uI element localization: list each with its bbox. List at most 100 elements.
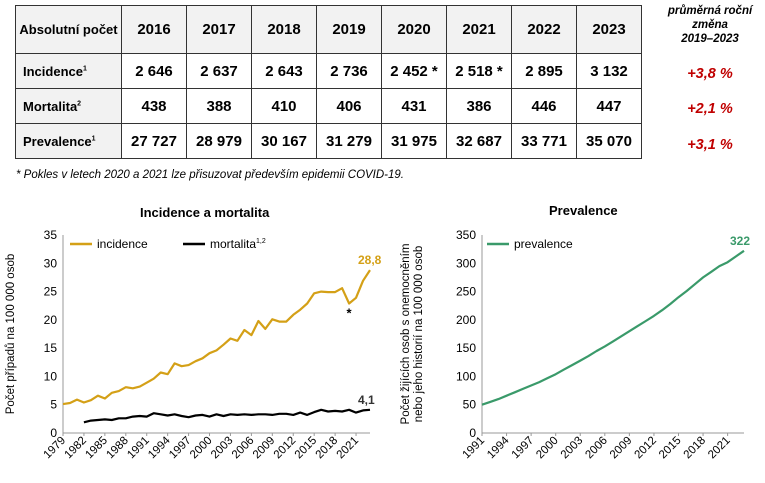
average-change-header-line: průměrná roční	[667, 5, 753, 17]
y-tick-label: 20	[44, 313, 58, 327]
table-cell: 446	[511, 88, 577, 124]
x-tick-label: 2006	[583, 435, 610, 462]
x-tick-label: 2012	[632, 435, 659, 462]
year-header: 2020	[381, 5, 447, 54]
year-header: 2022	[511, 5, 577, 54]
year-header: 2018	[251, 5, 317, 54]
y-tick-label: 35	[44, 228, 58, 242]
avg-change-prevalence: +3,1 %	[687, 137, 733, 153]
table-cell: 33 771	[511, 123, 577, 159]
row-label-text: Prevalence	[23, 133, 92, 149]
y-tick-label: 15	[44, 341, 58, 355]
avg-change-mortalita: +2,1 %	[687, 101, 733, 117]
y-tick-label: 10	[44, 369, 58, 383]
table-cell: 2 895	[511, 53, 577, 89]
table-cell: 410	[251, 88, 317, 124]
year-header: 2016	[121, 5, 187, 54]
x-tick-label: 1997	[167, 435, 194, 462]
x-tick-label: 2000	[188, 435, 215, 462]
row-label-superscript: 1	[82, 65, 87, 73]
y-tick-label: 25	[44, 285, 58, 299]
x-tick-label: 2009	[251, 435, 278, 462]
legend-superscript: 1,2	[256, 238, 266, 245]
x-tick-label: 2021	[335, 435, 362, 462]
table-cell: 2 518 *	[446, 53, 512, 89]
row-label-superscript: 1	[91, 135, 96, 143]
year-header: 2023	[576, 5, 642, 54]
y-tick-label: 200	[456, 313, 476, 327]
x-tick-label: 2009	[608, 435, 635, 462]
x-tick-label: 1991	[125, 435, 152, 462]
y-tick-label: 50	[463, 398, 477, 412]
table-row: Prevalence1 27 727 28 979 30 167 31 279 31 97…	[15, 123, 642, 159]
y-tick-label: 350	[456, 228, 476, 242]
x-tick-label: 2018	[682, 435, 709, 462]
legend-label-prevalence: prevalence	[514, 237, 573, 251]
table-cell: 2 643	[251, 53, 317, 89]
y-tick-label: 0	[469, 426, 476, 440]
x-tick-label: 1985	[83, 435, 110, 462]
series-line-mortalita	[83, 408, 371, 424]
end-value-label-incidence: 28,8	[358, 253, 382, 267]
table-corner-header: Absolutní počet	[15, 5, 122, 54]
end-value-label-mortalita: 4,1	[358, 393, 375, 407]
year-header: 2017	[186, 5, 252, 54]
x-tick-label: 2000	[534, 435, 561, 462]
x-tick-label: 2018	[314, 435, 341, 462]
chart-title-incidence: Incidence a mortalita	[140, 205, 270, 220]
table-cell: 447	[576, 88, 642, 124]
table-row: Incidence1 2 646 2 637 2 643 2 736 2 452 * 2 5…	[15, 53, 642, 89]
x-tick-label: 1991	[461, 435, 488, 462]
x-tick-label: 2003	[209, 435, 236, 462]
prevalence-chart: 0501001502002503003501991199419972000200…	[400, 228, 750, 462]
statistics-table: Absolutní počet 2016 2017 2018 2019 2020…	[15, 5, 642, 159]
x-tick-label: 1988	[104, 435, 131, 462]
row-label: Incidence1	[15, 53, 122, 89]
table-header-row: Absolutní počet 2016 2017 2018 2019 2020…	[15, 5, 642, 54]
y-axis-label: Počet případů na 100 000 osob	[5, 254, 17, 415]
x-tick-label: 2006	[230, 435, 257, 462]
table-cell: 31 975	[381, 123, 447, 159]
average-change-header: průměrná roční změna 2019–2023	[655, 4, 765, 46]
row-label-superscript: 2	[77, 100, 82, 108]
series-line-prevalence	[481, 249, 745, 406]
table-cell: 2 452 *	[381, 53, 447, 89]
y-tick-label: 250	[456, 285, 476, 299]
y-tick-label: 300	[456, 256, 476, 270]
year-header: 2019	[316, 5, 382, 54]
table-cell: 386	[446, 88, 512, 124]
table-cell: 406	[316, 88, 382, 124]
average-change-header-line: změna	[692, 19, 728, 31]
table-cell: 3 132	[576, 53, 642, 89]
end-value-label-prevalence: 322	[730, 234, 750, 248]
table-row: Mortalita2 438 388 410 406 431 386 446 447	[15, 88, 642, 124]
annotation-asterisk: *	[347, 305, 353, 320]
x-tick-label: 2012	[272, 435, 299, 462]
row-label-text: Incidence	[23, 63, 83, 79]
legend-label-incidence: incidence	[97, 237, 148, 251]
y-axis-label: nebo jeho historií na 100 000 osob	[413, 246, 425, 422]
table-cell: 2 646	[121, 53, 187, 89]
x-tick-label: 2015	[657, 435, 684, 462]
x-tick-label: 1982	[62, 435, 89, 462]
series-line-incidence	[62, 269, 371, 406]
x-tick-label: 2021	[706, 435, 733, 462]
average-change-header-line: 2019–2023	[681, 33, 739, 45]
x-tick-label: 2003	[559, 435, 586, 462]
x-tick-label: 1994	[485, 434, 512, 461]
x-tick-label: 1997	[510, 435, 537, 462]
y-tick-label: 5	[50, 398, 57, 412]
table-cell: 438	[121, 88, 187, 124]
year-header: 2021	[446, 5, 512, 54]
x-tick-label: 2015	[293, 435, 320, 462]
x-tick-label: 1994	[146, 434, 173, 461]
table-cell: 31 279	[316, 123, 382, 159]
table-cell: 27 727	[121, 123, 187, 159]
y-axis-label: Počet žijících osob s onemocněním	[400, 244, 412, 425]
y-tick-label: 150	[456, 341, 476, 355]
row-label: Mortalita2	[15, 88, 122, 124]
y-tick-label: 30	[44, 256, 58, 270]
y-tick-label: 0	[50, 426, 57, 440]
footnote: * Pokles v letech 2020 a 2021 lze přisuz…	[16, 169, 405, 181]
x-tick-label: 1979	[42, 435, 69, 462]
